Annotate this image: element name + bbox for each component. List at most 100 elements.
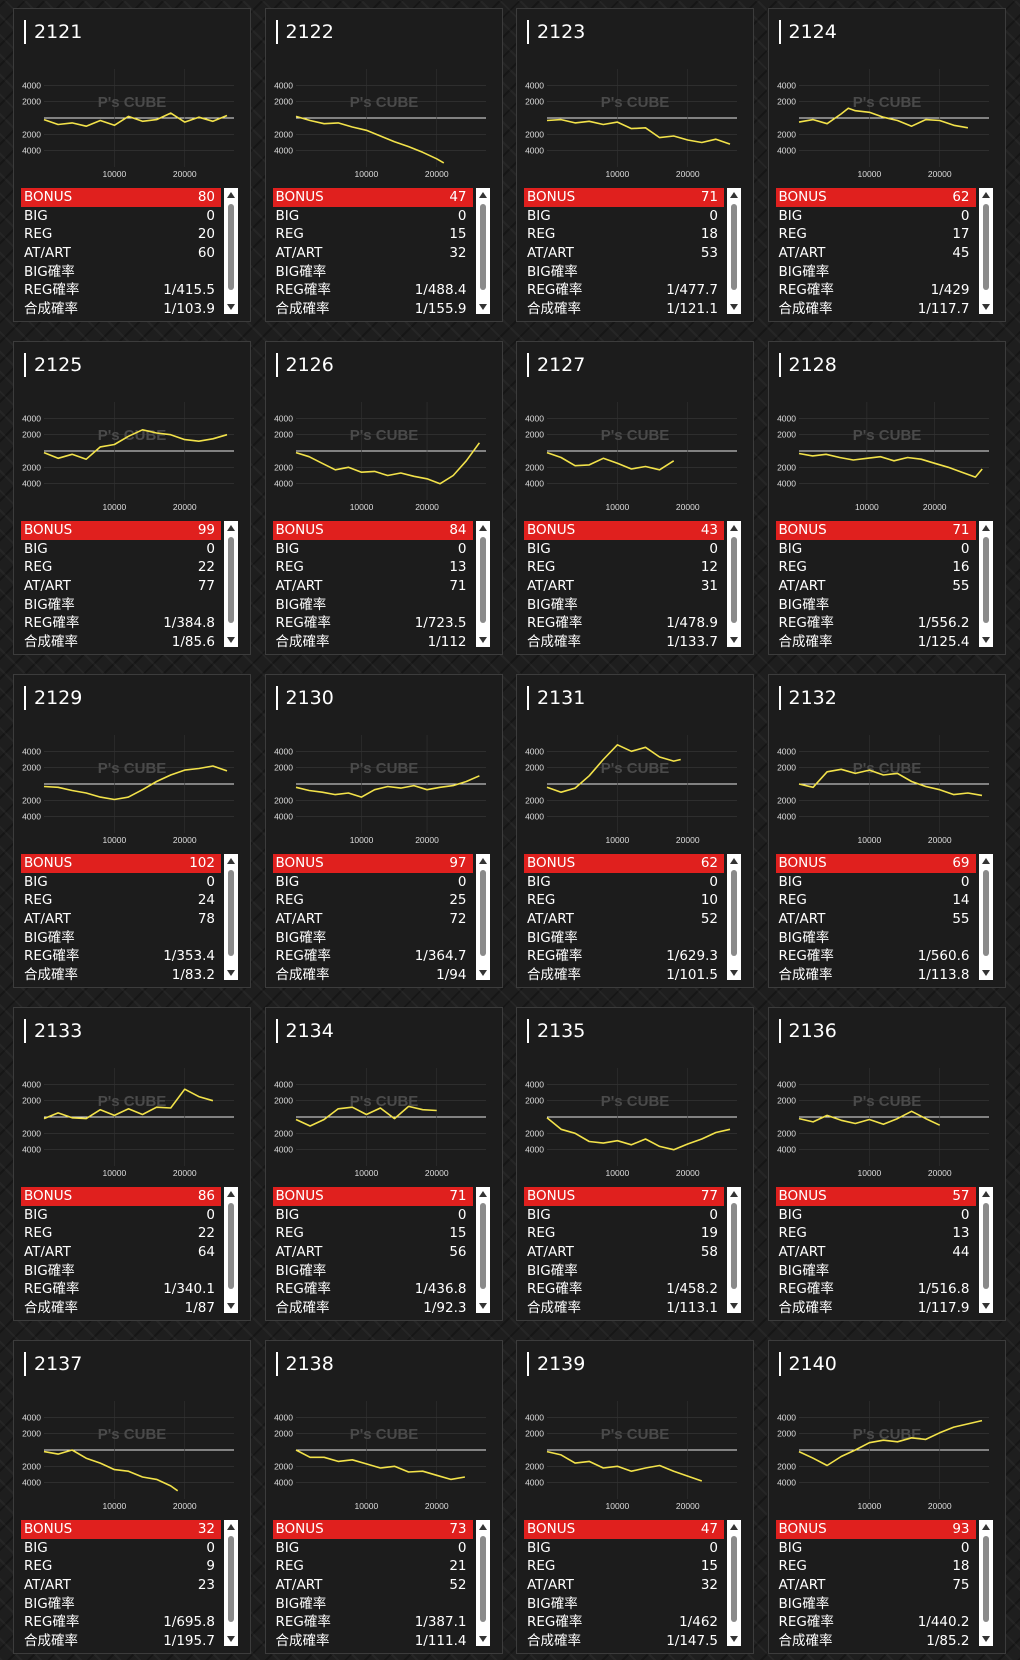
stats-scrollbar[interactable] [727, 1187, 741, 1313]
scroll-thumb[interactable] [479, 537, 486, 623]
scroll-thumb[interactable] [479, 1203, 486, 1289]
scroll-thumb[interactable] [982, 870, 989, 956]
scroll-down-arrow-icon[interactable] [227, 1636, 235, 1642]
stats-panel[interactable]: BONUS 62 BIG 0 REG 17 AT/ART 45 BIG確率 REG確率 1… [775, 188, 996, 317]
scroll-up-arrow-icon[interactable] [981, 858, 990, 864]
stats-scrollbar[interactable] [727, 188, 741, 314]
stats-panel[interactable]: BONUS 80 BIG 0 REG 20 AT/ART 60 BIG確率 REG確率 1… [21, 188, 241, 317]
scroll-up-arrow-icon[interactable] [478, 858, 487, 864]
stats-scrollbar[interactable] [978, 854, 993, 980]
scroll-up-arrow-icon[interactable] [981, 525, 990, 531]
scroll-up-arrow-icon[interactable] [227, 1524, 235, 1530]
scroll-thumb[interactable] [228, 1203, 234, 1289]
stats-scrollbar[interactable] [475, 1187, 490, 1313]
scroll-down-arrow-icon[interactable] [478, 1636, 487, 1642]
stats-panel[interactable]: BONUS 47 BIG 0 REG 15 AT/ART 32 BIG確率 REG確率 1… [524, 1520, 744, 1649]
stats-panel[interactable]: BONUS 73 BIG 0 REG 21 AT/ART 52 BIG確率 REG確率 1… [272, 1520, 493, 1649]
scroll-up-arrow-icon[interactable] [730, 1191, 738, 1197]
scroll-thumb[interactable] [982, 1203, 989, 1289]
scroll-thumb[interactable] [479, 870, 486, 956]
machine-card-2132[interactable]: 2132 P's CUBE 4000 2000 -2000 -4000 10000 20… [767, 674, 1006, 988]
scroll-down-arrow-icon[interactable] [730, 970, 738, 976]
stats-scrollbar[interactable] [224, 521, 238, 647]
scroll-down-arrow-icon[interactable] [730, 1636, 738, 1642]
scroll-down-arrow-icon[interactable] [227, 970, 235, 976]
scroll-down-arrow-icon[interactable] [478, 637, 487, 643]
machine-card-2140[interactable]: 2140 P's CUBE 4000 2000 -2000 -4000 10000 20… [767, 1340, 1006, 1654]
machine-card-2127[interactable]: 2127 P's CUBE 4000 2000 -2000 -4000 10000 20… [516, 341, 754, 655]
scroll-thumb[interactable] [228, 1536, 234, 1622]
scroll-thumb[interactable] [479, 1536, 486, 1622]
scroll-thumb[interactable] [982, 537, 989, 623]
stats-panel[interactable]: BONUS 93 BIG 0 REG 18 AT/ART 75 BIG確率 REG確率 1… [775, 1520, 996, 1649]
scroll-down-arrow-icon[interactable] [981, 1636, 990, 1642]
scroll-down-arrow-icon[interactable] [478, 970, 487, 976]
stats-scrollbar[interactable] [475, 1520, 490, 1646]
stats-panel[interactable]: BONUS 86 BIG 0 REG 22 AT/ART 64 BIG確率 REG確率 1… [21, 1187, 241, 1316]
stats-panel[interactable]: BONUS 62 BIG 0 REG 10 AT/ART 52 BIG確率 REG確率 1… [524, 854, 744, 983]
scroll-thumb[interactable] [731, 1203, 737, 1289]
stats-scrollbar[interactable] [978, 1520, 993, 1646]
scroll-down-arrow-icon[interactable] [227, 637, 235, 643]
scroll-up-arrow-icon[interactable] [730, 525, 738, 531]
scroll-thumb[interactable] [228, 204, 234, 290]
scroll-up-arrow-icon[interactable] [478, 1191, 487, 1197]
scroll-down-arrow-icon[interactable] [730, 1303, 738, 1309]
stats-scrollbar[interactable] [475, 188, 490, 314]
scroll-thumb[interactable] [731, 870, 737, 956]
scroll-down-arrow-icon[interactable] [478, 304, 487, 310]
stats-panel[interactable]: BONUS 97 BIG 0 REG 25 AT/ART 72 BIG確率 REG確率 1… [272, 854, 493, 983]
stats-panel[interactable]: BONUS 99 BIG 0 REG 22 AT/ART 77 BIG確率 REG確率 1… [21, 521, 241, 650]
scroll-up-arrow-icon[interactable] [981, 1524, 990, 1530]
stats-panel[interactable]: BONUS 77 BIG 0 REG 19 AT/ART 58 BIG確率 REG確率 1… [524, 1187, 744, 1316]
stats-panel[interactable]: BONUS 71 BIG 0 REG 16 AT/ART 55 BIG確率 REG確率 1… [775, 521, 996, 650]
scroll-down-arrow-icon[interactable] [981, 970, 990, 976]
machine-card-2126[interactable]: 2126 P's CUBE 4000 2000 -2000 -4000 10000 20… [264, 341, 503, 655]
stats-scrollbar[interactable] [224, 188, 238, 314]
stats-panel[interactable]: BONUS 71 BIG 0 REG 15 AT/ART 56 BIG確率 REG確率 1… [272, 1187, 493, 1316]
scroll-up-arrow-icon[interactable] [730, 1524, 738, 1530]
scroll-down-arrow-icon[interactable] [730, 637, 738, 643]
machine-card-2135[interactable]: 2135 P's CUBE 4000 2000 -2000 -4000 10000 20… [516, 1007, 754, 1321]
scroll-up-arrow-icon[interactable] [478, 1524, 487, 1530]
scroll-thumb[interactable] [731, 204, 737, 290]
stats-scrollbar[interactable] [727, 1520, 741, 1646]
scroll-thumb[interactable] [479, 204, 486, 290]
scroll-down-arrow-icon[interactable] [227, 1303, 235, 1309]
scroll-up-arrow-icon[interactable] [981, 192, 990, 198]
scroll-up-arrow-icon[interactable] [730, 192, 738, 198]
machine-card-2123[interactable]: 2123 P's CUBE 4000 2000 -2000 -4000 10000 20… [516, 8, 754, 322]
machine-card-2122[interactable]: 2122 P's CUBE 4000 2000 -2000 -4000 10000 20… [264, 8, 503, 322]
scroll-up-arrow-icon[interactable] [227, 525, 235, 531]
scroll-up-arrow-icon[interactable] [730, 858, 738, 864]
stats-scrollbar[interactable] [978, 521, 993, 647]
scroll-thumb[interactable] [731, 537, 737, 623]
scroll-down-arrow-icon[interactable] [981, 1303, 990, 1309]
scroll-up-arrow-icon[interactable] [227, 192, 235, 198]
stats-scrollbar[interactable] [978, 188, 993, 314]
machine-card-2130[interactable]: 2130 P's CUBE 4000 2000 -2000 -4000 10000 20… [264, 674, 503, 988]
scroll-down-arrow-icon[interactable] [981, 637, 990, 643]
machine-card-2133[interactable]: 2133 P's CUBE 4000 2000 -2000 -4000 10000 20… [13, 1007, 251, 1321]
scroll-thumb[interactable] [982, 1536, 989, 1622]
machine-card-2139[interactable]: 2139 P's CUBE 4000 2000 -2000 -4000 10000 20… [516, 1340, 754, 1654]
machine-card-2136[interactable]: 2136 P's CUBE 4000 2000 -2000 -4000 10000 20… [767, 1007, 1006, 1321]
stats-scrollbar[interactable] [727, 521, 741, 647]
scroll-up-arrow-icon[interactable] [227, 1191, 235, 1197]
stats-scrollbar[interactable] [475, 854, 490, 980]
machine-card-2134[interactable]: 2134 P's CUBE 4000 2000 -2000 -4000 10000 20… [264, 1007, 503, 1321]
stats-scrollbar[interactable] [224, 854, 238, 980]
machine-card-2137[interactable]: 2137 P's CUBE 4000 2000 -2000 -4000 10000 20… [13, 1340, 251, 1654]
stats-panel[interactable]: BONUS 32 BIG 0 REG 9 AT/ART 23 BIG確率 REG確率 1/… [21, 1520, 241, 1649]
scroll-up-arrow-icon[interactable] [478, 192, 487, 198]
stats-panel[interactable]: BONUS 84 BIG 0 REG 13 AT/ART 71 BIG確率 REG確率 1… [272, 521, 493, 650]
scroll-thumb[interactable] [228, 537, 234, 623]
scroll-down-arrow-icon[interactable] [227, 304, 235, 310]
scroll-thumb[interactable] [228, 870, 234, 956]
machine-card-2128[interactable]: 2128 P's CUBE 4000 2000 -2000 -4000 10000 20… [767, 341, 1006, 655]
machine-card-2129[interactable]: 2129 P's CUBE 4000 2000 -2000 -4000 10000 20… [13, 674, 251, 988]
scroll-up-arrow-icon[interactable] [478, 525, 487, 531]
machine-card-2121[interactable]: 2121 P's CUBE 4000 2000 -2000 -4000 10000 20… [13, 8, 251, 322]
scroll-up-arrow-icon[interactable] [227, 858, 235, 864]
